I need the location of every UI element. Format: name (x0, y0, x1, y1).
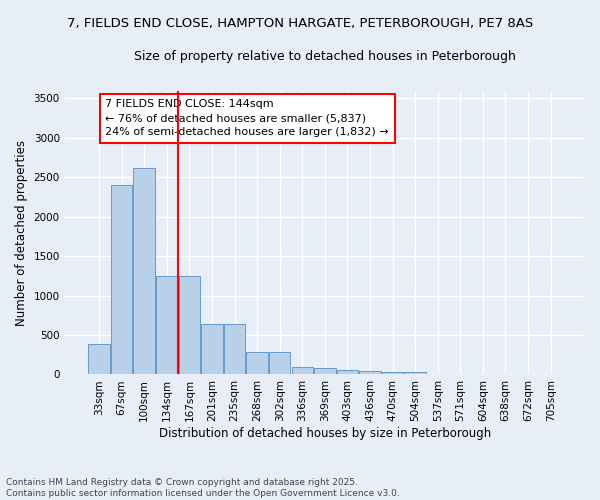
Bar (404, 372, 426, 374)
Title: Size of property relative to detached houses in Peterborough: Size of property relative to detached ho… (134, 50, 516, 63)
X-axis label: Distribution of detached houses by size in Peterborough: Distribution of detached houses by size … (159, 427, 491, 440)
Text: 7, FIELDS END CLOSE, HAMPTON HARGATE, PETERBOROUGH, PE7 8AS: 7, FIELDS END CLOSE, HAMPTON HARGATE, PE… (67, 18, 533, 30)
Bar (88, 344, 110, 374)
Bar (156, 276, 178, 374)
Bar (111, 185, 133, 374)
Bar (314, 368, 335, 374)
Bar (292, 366, 313, 374)
Bar (359, 372, 381, 374)
Bar (247, 352, 268, 374)
Bar (382, 372, 403, 374)
Bar (201, 324, 223, 374)
Y-axis label: Number of detached properties: Number of detached properties (15, 140, 28, 326)
Bar (133, 168, 155, 374)
Bar (179, 276, 200, 374)
Text: 7 FIELDS END CLOSE: 144sqm
← 76% of detached houses are smaller (5,837)
24% of s: 7 FIELDS END CLOSE: 144sqm ← 76% of deta… (106, 99, 389, 137)
Text: Contains HM Land Registry data © Crown copyright and database right 2025.
Contai: Contains HM Land Registry data © Crown c… (6, 478, 400, 498)
Bar (224, 324, 245, 374)
Bar (337, 370, 358, 374)
Bar (269, 352, 290, 374)
